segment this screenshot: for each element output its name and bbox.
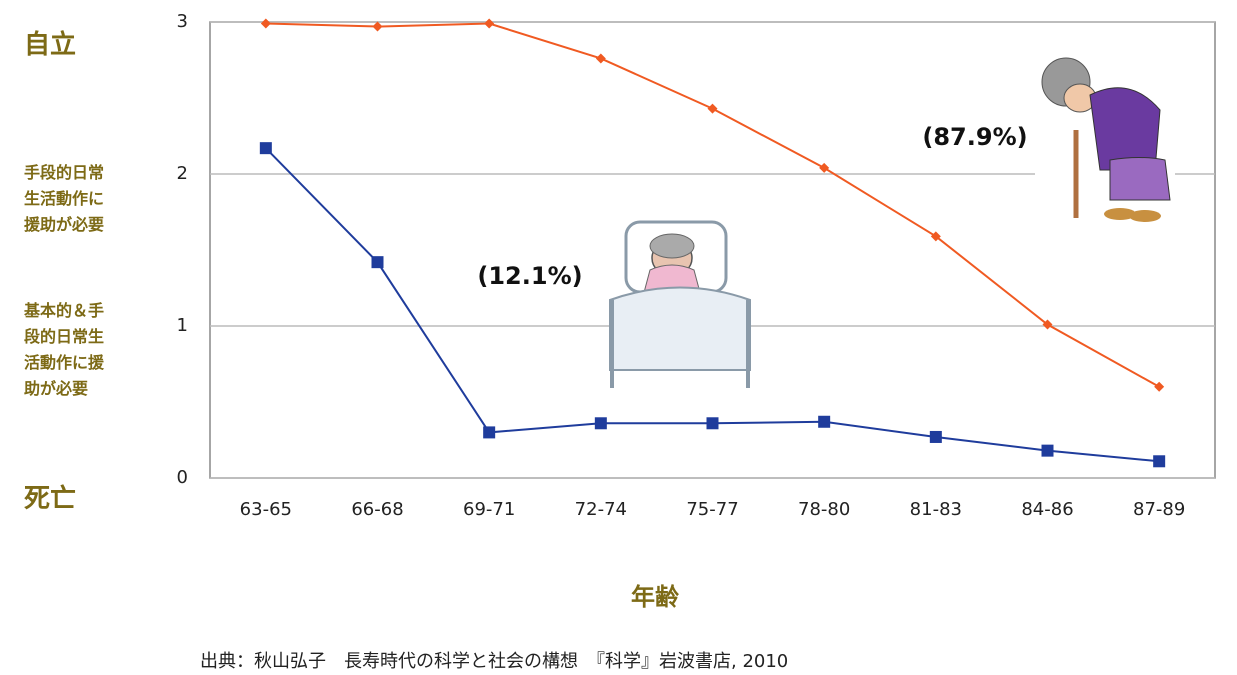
woman-illustration [1035, 55, 1175, 235]
x-tick-label: 66-68 [351, 499, 403, 520]
y-tick-label: 2 [177, 163, 188, 184]
data-point [930, 231, 941, 242]
data-point [595, 53, 606, 64]
data-point [259, 142, 272, 155]
annotation: (87.9%) [922, 123, 1027, 151]
level-label: 死亡 [24, 484, 77, 514]
y-tick-label: 1 [177, 315, 188, 336]
data-point [1041, 444, 1054, 457]
data-point [484, 18, 495, 29]
y-tick-label: 0 [177, 467, 188, 488]
level-label: 手段的日常生活動作に援助が必要 [24, 163, 105, 234]
annotation: (12.1%) [477, 262, 582, 290]
data-point [1153, 455, 1166, 468]
data-point [1042, 319, 1053, 330]
level-label: 基本的＆手段的日常生活動作に援助が必要 [24, 301, 105, 398]
data-point [706, 417, 719, 430]
data-point [707, 103, 718, 114]
source: 出典：秋山弘子 長寿時代の科学と社会の構想 『科学』岩波書店, 2010 [200, 651, 788, 672]
x-tick-label: 63-65 [240, 499, 292, 520]
x-tick-label: 81-83 [910, 499, 962, 520]
bed-illustration [609, 220, 751, 388]
data-point [372, 21, 383, 32]
data-point [483, 426, 496, 439]
data-point [371, 256, 384, 269]
level-label: 自立 [24, 30, 77, 60]
x-tick-label: 84-86 [1021, 499, 1073, 520]
data-point [594, 417, 607, 430]
x-tick-label: 78-80 [798, 499, 850, 520]
x-axis-title: 年齢 [631, 583, 680, 611]
x-tick-label: 69-71 [463, 499, 515, 520]
data-point [929, 430, 942, 443]
data-point [260, 18, 271, 29]
data-point [818, 415, 831, 428]
y-tick-label: 3 [177, 11, 188, 32]
x-tick-label: 72-74 [575, 499, 627, 520]
data-point [819, 162, 830, 173]
x-tick-label: 75-77 [686, 499, 738, 520]
x-tick-label: 87-89 [1133, 499, 1185, 520]
data-point [1154, 381, 1165, 392]
